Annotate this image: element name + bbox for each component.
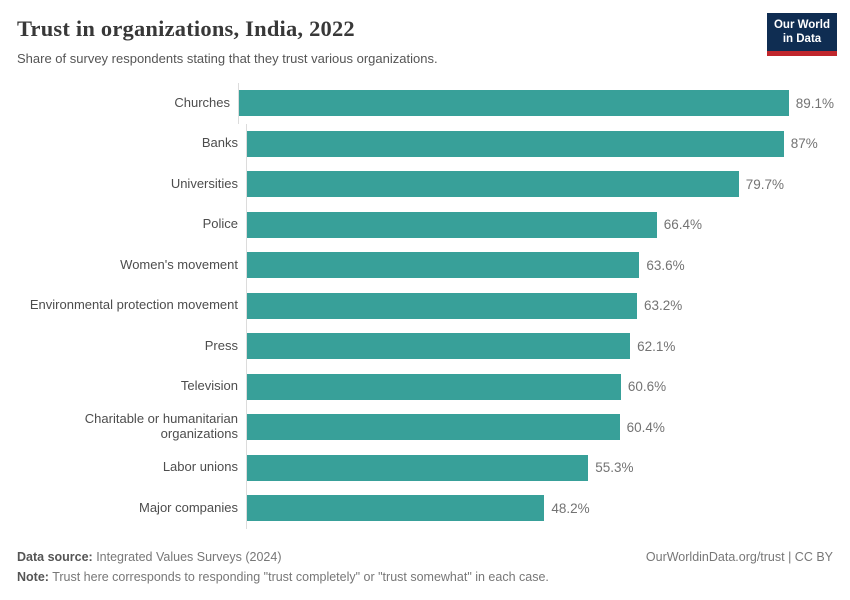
value-label: 63.2% <box>643 298 683 314</box>
bar[interactable] <box>247 171 739 198</box>
page-subtitle: Share of survey respondents stating that… <box>17 51 438 66</box>
owid-logo[interactable]: Our World in Data <box>767 13 837 56</box>
bar[interactable] <box>247 130 784 157</box>
chart-row: Churches 89.1% <box>17 83 834 124</box>
bar-track: 89.1% <box>237 83 834 124</box>
category-label: Charitable or humanitarian organizations <box>84 411 238 442</box>
note-line: Note: Trust here corresponds to respondi… <box>17 567 833 587</box>
value-label: 63.6% <box>646 257 685 273</box>
category-label: Police <box>202 216 238 232</box>
value-label: 48.2% <box>551 500 590 516</box>
chart-row: Environmental protection movement 63.2% <box>17 285 834 326</box>
bar-track: 60.6% <box>246 366 834 407</box>
bar[interactable] <box>238 90 789 117</box>
category-label: Universities <box>170 175 238 191</box>
value-label: 66.4% <box>663 217 702 233</box>
value-label: 60.4% <box>626 419 665 435</box>
chart-row: Charitable or humanitarian organizations… <box>17 407 834 448</box>
category-label: Television <box>180 378 238 394</box>
bar[interactable] <box>247 252 640 279</box>
bar[interactable] <box>247 373 621 400</box>
chart-header: Trust in organizations, India, 2022 Shar… <box>17 13 837 66</box>
value-label: 89.1% <box>795 95 834 111</box>
data-source-line: Data source: Integrated Values Surveys (… <box>17 547 833 567</box>
chart-row: Universities 79.7% <box>17 164 834 205</box>
data-source-label: Data source: <box>17 550 93 564</box>
category-label: Churches <box>174 94 230 110</box>
page-title: Trust in organizations, India, 2022 <box>17 16 355 41</box>
bar[interactable] <box>247 333 631 360</box>
bar-track: 48.2% <box>246 488 834 529</box>
bar-track: 87% <box>246 123 834 164</box>
bar-track: 63.6% <box>246 245 834 286</box>
chart-row: Press 62.1% <box>17 326 834 367</box>
bar-track: 66.4% <box>246 204 834 245</box>
note-label: Note: <box>17 570 49 584</box>
bar[interactable] <box>247 211 657 238</box>
chart-row: Labor unions 55.3% <box>17 447 834 488</box>
chart-row: Banks 87% <box>17 123 834 164</box>
category-label: Women's movement <box>120 256 238 272</box>
value-label: 55.3% <box>595 460 634 476</box>
bar[interactable] <box>247 454 589 481</box>
bar-track: 79.7% <box>246 164 834 205</box>
value-label: 79.7% <box>745 176 785 192</box>
bar[interactable] <box>247 495 545 522</box>
bar[interactable] <box>247 414 620 441</box>
bar[interactable] <box>247 292 637 319</box>
chart-row: Television 60.6% <box>17 366 834 407</box>
bar-track: 62.1% <box>246 326 834 367</box>
bar-track: 55.3% <box>246 447 834 488</box>
owid-logo-line2: in Data <box>782 33 822 46</box>
value-label: 60.6% <box>627 379 667 395</box>
value-label: 62.1% <box>637 338 676 354</box>
category-label: Environmental protection movement <box>29 297 238 313</box>
chart-row: Women's movement 63.6% <box>17 245 834 286</box>
bar-track: 63.2% <box>246 285 834 326</box>
chart-footer: Data source: Integrated Values Surveys (… <box>17 547 833 587</box>
owid-logo-line1: Our World <box>773 19 830 31</box>
credit-link[interactable]: OurWorldinData.org/trust | CC BY <box>645 550 833 564</box>
bar-chart: Churches 89.1% Banks 87% Universities 79.7% Po… <box>17 83 834 529</box>
category-label: Labor unions <box>162 459 238 475</box>
value-label: 87% <box>790 136 818 152</box>
category-label: Major companies <box>139 499 238 515</box>
bar-track: 60.4% <box>246 407 834 448</box>
data-source-text: Integrated Values Surveys (2024) <box>92 550 282 564</box>
note-text: Trust here corresponds to responding "tr… <box>48 570 549 584</box>
category-label: Banks <box>201 135 238 151</box>
chart-row: Major companies 48.2% <box>17 488 834 529</box>
chart-row: Police 66.4% <box>17 204 834 245</box>
category-label: Press <box>204 337 238 353</box>
